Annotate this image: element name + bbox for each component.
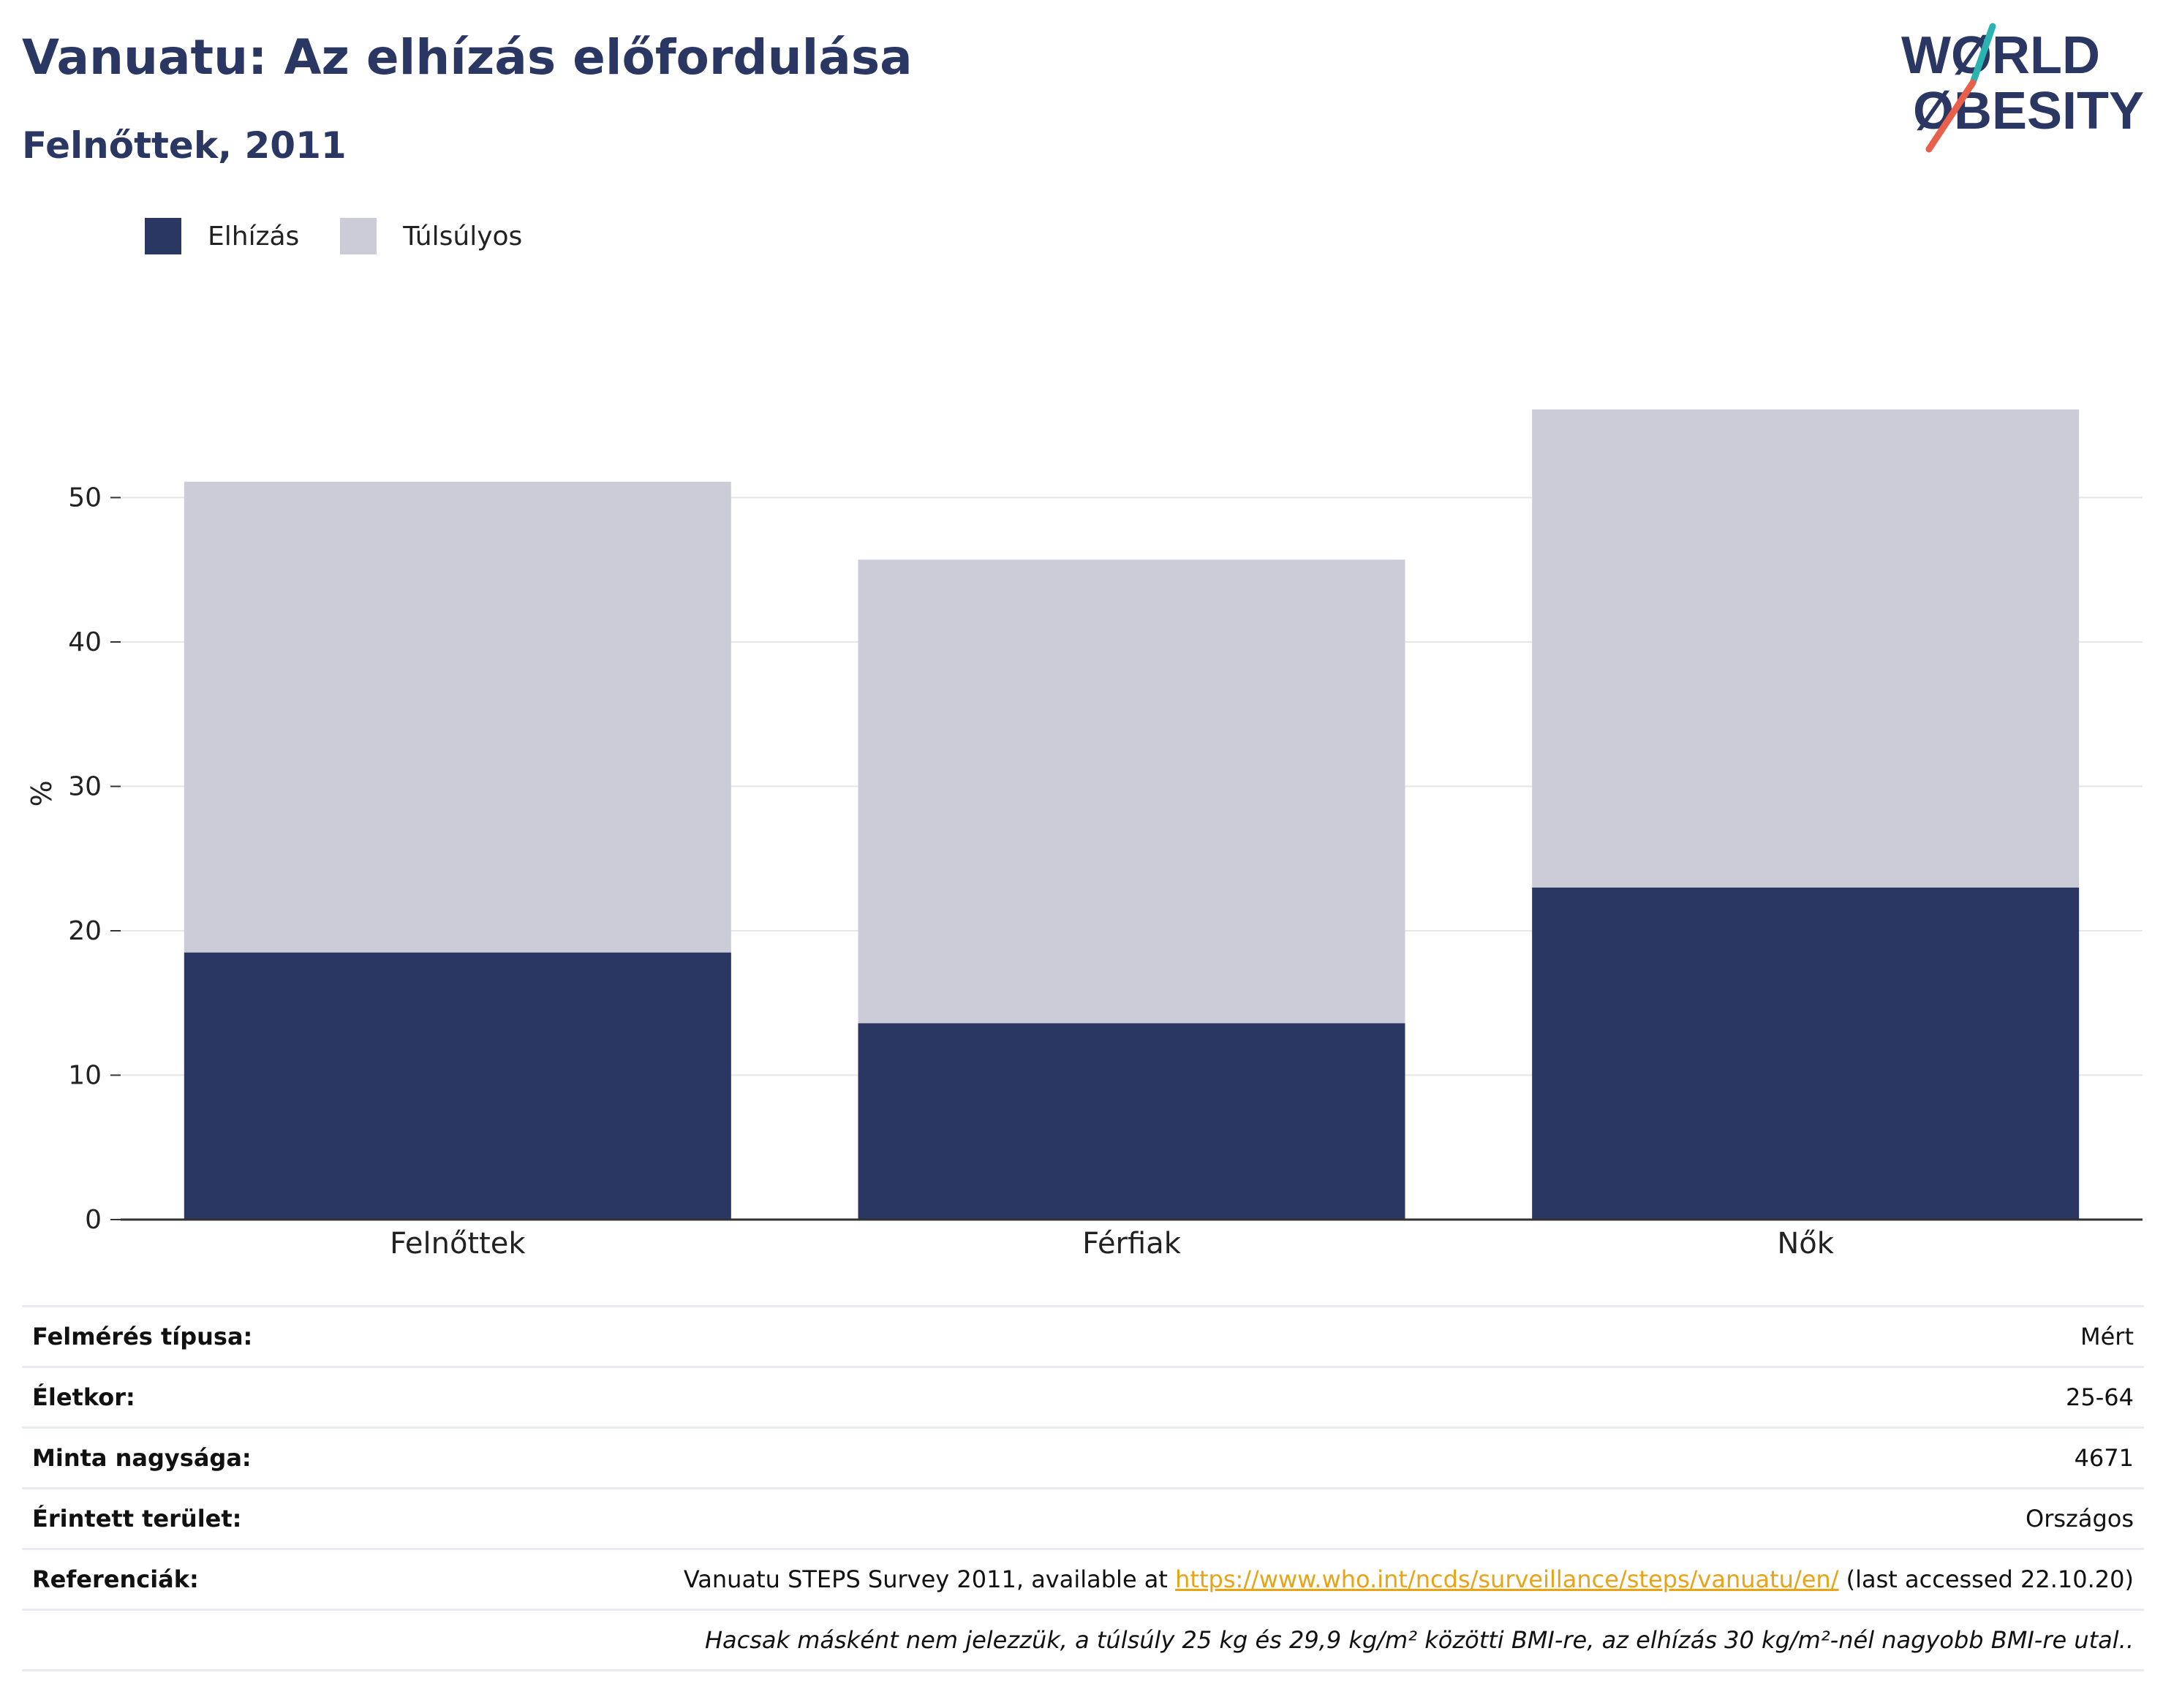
bar-obesity-2 xyxy=(1532,887,2080,1220)
legend-item-overweight[interactable]: Túlsúlyos xyxy=(340,218,522,254)
survey-type-label: Felmérés típusa: xyxy=(22,1305,321,1367)
world-obesity-logo: WØRLD ØBESITY xyxy=(1901,23,2144,153)
y-tick-label: 10 xyxy=(68,1061,102,1091)
y-tick-label: 0 xyxy=(85,1205,102,1235)
bar-overweight-0 xyxy=(184,481,731,953)
legend-swatch-obesity xyxy=(145,218,181,254)
area-label: Érintett terület: xyxy=(22,1487,321,1549)
legend-swatch-overweight xyxy=(340,218,377,254)
bar-chart: 0 10 20 30 40 50% Felnőttek Férfiak Nők xyxy=(26,409,2143,1261)
bar-overweight-1 xyxy=(858,559,1405,1024)
y-tick-label: 20 xyxy=(68,916,102,946)
info-row-note: Hacsak másként nem jelezzük, a túlsúly 2… xyxy=(22,1609,2144,1671)
sample-label: Minta nagysága: xyxy=(22,1427,321,1489)
y-axis-label: % xyxy=(26,780,58,806)
references-suffix: (last accessed 22.10.20) xyxy=(1838,1565,2134,1593)
sample-value: 4671 xyxy=(320,1427,2144,1489)
info-row-age: Életkor: 25-64 xyxy=(22,1366,2144,1428)
survey-type-value: Mért xyxy=(320,1305,2144,1367)
references-label: Referenciák: xyxy=(22,1548,321,1610)
x-tick-label: Nők xyxy=(1777,1227,1834,1261)
references-value: Vanuatu STEPS Survey 2011, available at … xyxy=(320,1548,2144,1610)
y-tick-label: 40 xyxy=(68,627,102,657)
bar-overweight-2 xyxy=(1532,409,2080,888)
info-row-area: Érintett terület: Országos xyxy=(22,1487,2144,1549)
info-row-references: Referenciák: Vanuatu STEPS Survey 2011, … xyxy=(22,1548,2144,1610)
chart-legend: Elhízás Túlsúlyos xyxy=(145,216,563,256)
logo-line-1: WØRLD xyxy=(1901,26,2100,85)
area-value: Országos xyxy=(320,1487,2144,1549)
legend-label-obesity: Elhízás xyxy=(208,221,300,252)
page-title: Vanuatu: Az elhízás előfordulása xyxy=(22,29,913,86)
bar-obesity-0 xyxy=(184,952,731,1220)
info-table: Felmérés típusa: Mért Életkor: 25-64 Min… xyxy=(22,1305,2144,1671)
age-value: 25-64 xyxy=(320,1366,2144,1428)
info-row-sample: Minta nagysága: 4671 xyxy=(22,1427,2144,1489)
bar-obesity-1 xyxy=(858,1023,1405,1220)
references-prefix: Vanuatu STEPS Survey 2011, available at xyxy=(683,1565,1176,1593)
age-label: Életkor: xyxy=(22,1366,321,1428)
y-tick-label: 50 xyxy=(68,483,102,513)
logo-slash-top xyxy=(1969,23,1996,86)
x-tick-label: Felnőttek xyxy=(390,1227,526,1261)
legend-label-overweight: Túlsúlyos xyxy=(403,221,523,252)
legend-item-obesity[interactable]: Elhízás xyxy=(145,218,299,254)
info-row-survey-type: Felmérés típusa: Mért xyxy=(22,1305,2144,1367)
x-tick-label: Férfiak xyxy=(1082,1227,1182,1261)
note-spacer xyxy=(22,1609,321,1671)
logo-slash-bottom xyxy=(1925,79,1977,153)
definition-note: Hacsak másként nem jelezzük, a túlsúly 2… xyxy=(320,1609,2144,1671)
references-link[interactable]: https://www.who.int/ncds/surveillance/st… xyxy=(1175,1565,1839,1593)
y-tick-label: 30 xyxy=(68,772,102,802)
page-subtitle: Felnőttek, 2011 xyxy=(22,124,347,167)
